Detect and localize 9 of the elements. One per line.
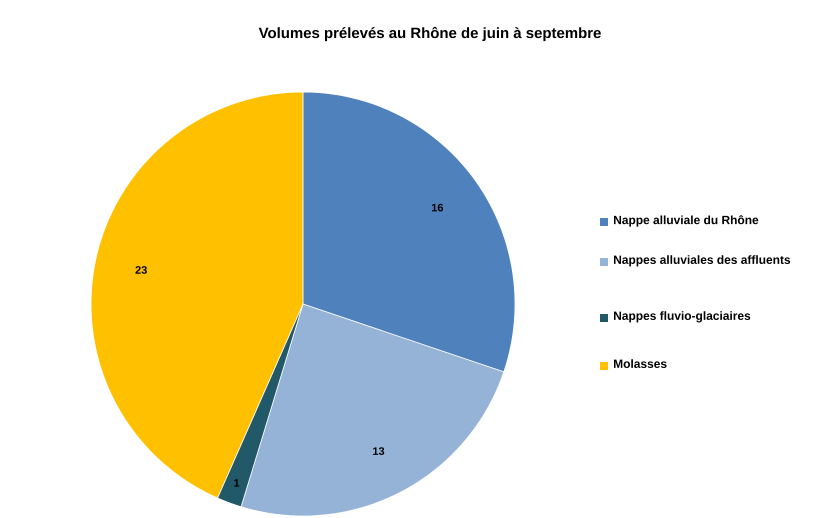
data-label: 1 <box>234 479 240 487</box>
legend-label: Molasses <box>614 359 667 368</box>
data-label: 13 <box>373 447 384 455</box>
legend-label: Nappes fluvio-glaciaires <box>614 311 750 322</box>
data-label: 23 <box>135 266 147 274</box>
legend-label: Nappes alluviales des affluents <box>614 255 790 266</box>
data-label: 16 <box>432 204 444 212</box>
chart-title: Volumes prélevés au Rhône de juin à septembre <box>258 26 601 42</box>
legend-label: Nappe alluviale du Rhône <box>614 215 758 227</box>
